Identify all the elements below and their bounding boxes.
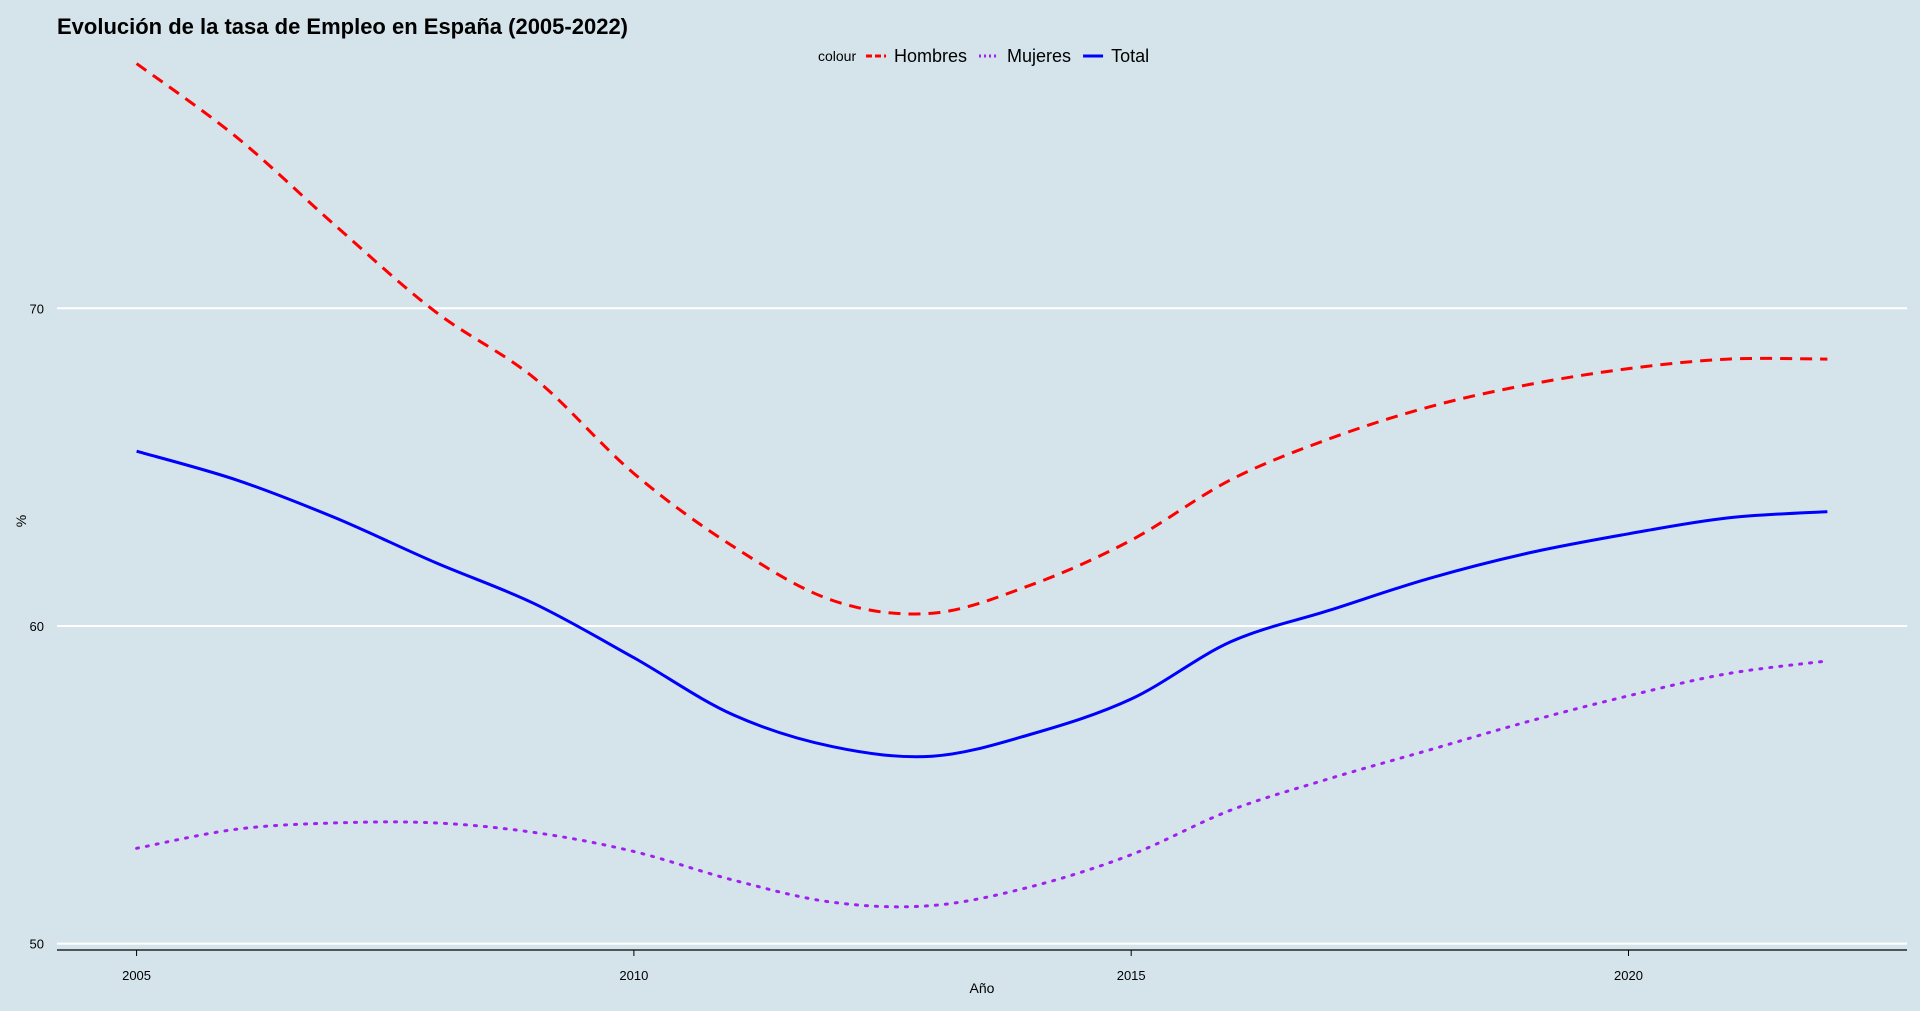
legend-label-mujeres: Mujeres [1007, 46, 1071, 66]
legend-label-total: Total [1111, 46, 1149, 66]
x-tick-label: 2005 [122, 968, 151, 983]
series-line-mujeres [135, 659, 1829, 909]
legend-label-hombres: Hombres [894, 46, 967, 66]
series-lines [135, 62, 1829, 909]
legend-title: colour [818, 48, 856, 64]
gridlines: 50 60 70 [30, 301, 1907, 952]
axes: 2005 2010 2015 2020 [57, 949, 1907, 983]
x-tick-label: 2015 [1117, 968, 1146, 983]
legend: colour Hombres Mujeres Total [818, 46, 1149, 66]
series-line-total [136, 449, 1828, 759]
y-tick-label: 60 [30, 619, 44, 634]
y-tick-label: 50 [30, 937, 44, 952]
chart-title: Evolución de la tasa de Empleo en España… [57, 14, 628, 39]
x-tick-label: 2010 [619, 968, 648, 983]
x-tick-label: 2020 [1614, 968, 1643, 983]
y-axis-label: % [13, 515, 29, 527]
y-tick-label: 70 [30, 301, 44, 316]
x-axis-label: Año [970, 980, 995, 996]
series-line-hombres [135, 62, 1828, 616]
